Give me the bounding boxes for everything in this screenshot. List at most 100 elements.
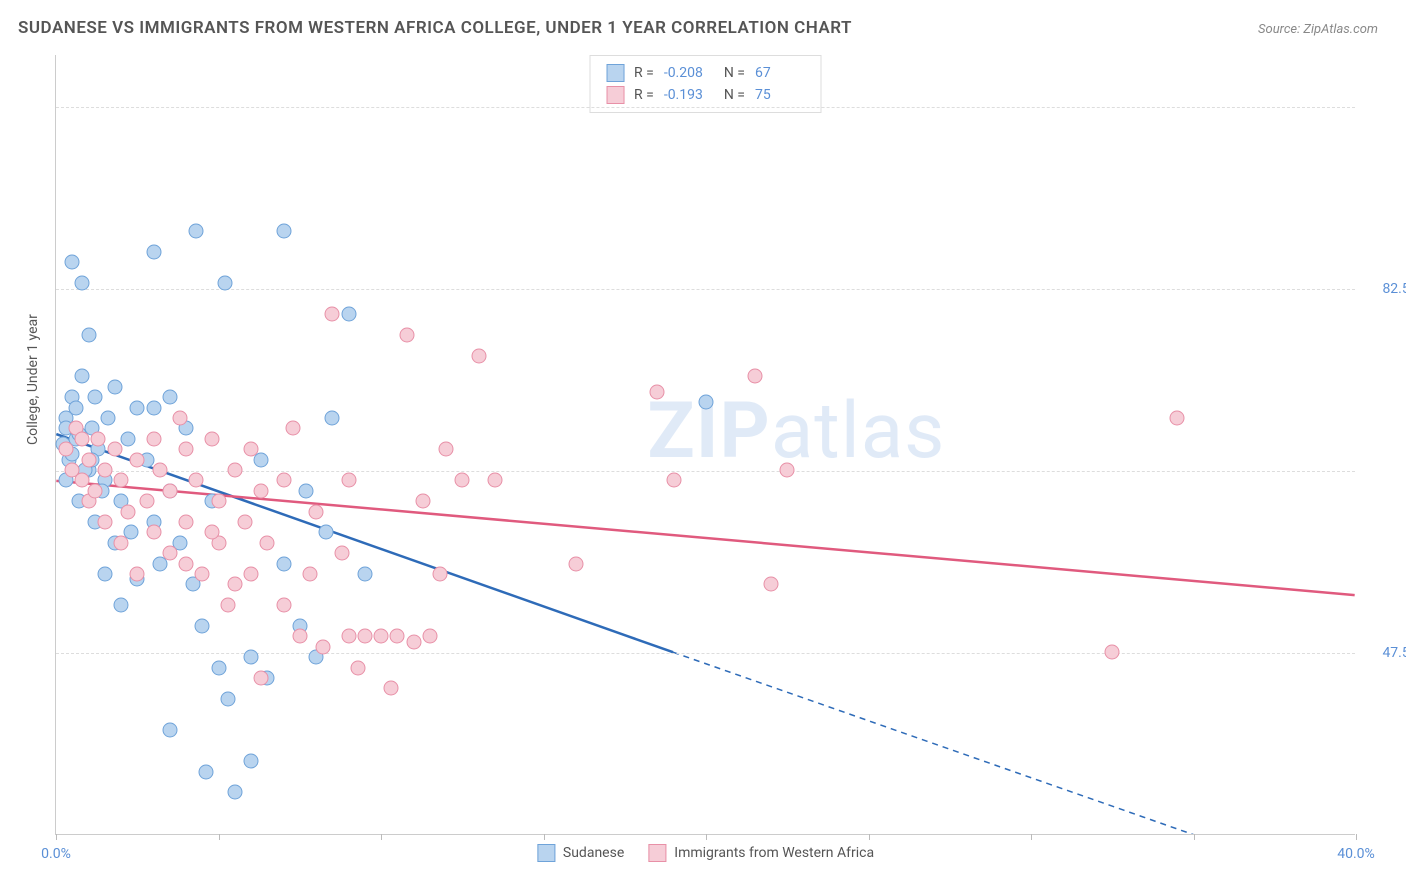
stat-r-label: R = bbox=[634, 84, 654, 106]
scatter-point bbox=[153, 463, 168, 478]
scatter-point bbox=[276, 223, 291, 238]
scatter-point bbox=[455, 473, 470, 488]
scatter-point bbox=[120, 431, 135, 446]
chart-title: SUDANESE VS IMMIGRANTS FROM WESTERN AFRI… bbox=[18, 18, 852, 38]
scatter-point bbox=[244, 567, 259, 582]
scatter-point bbox=[325, 307, 340, 322]
scatter-point bbox=[146, 431, 161, 446]
scatter-point bbox=[341, 473, 356, 488]
scatter-point bbox=[130, 567, 145, 582]
watermark: ZIPatlas bbox=[647, 385, 945, 476]
scatter-point bbox=[218, 275, 233, 290]
scatter-point bbox=[357, 629, 372, 644]
legend-swatch bbox=[606, 86, 624, 104]
scatter-point bbox=[227, 463, 242, 478]
scatter-point bbox=[374, 629, 389, 644]
scatter-point bbox=[75, 473, 90, 488]
series-legend-item: Sudanese bbox=[537, 844, 624, 862]
gridline-h bbox=[56, 471, 1355, 472]
y-tick-label: 47.5% bbox=[1382, 645, 1406, 661]
stat-r-label: R = bbox=[634, 62, 654, 84]
gridline-h bbox=[56, 107, 1355, 108]
scatter-point bbox=[107, 442, 122, 457]
scatter-point bbox=[276, 473, 291, 488]
scatter-point bbox=[439, 442, 454, 457]
scatter-point bbox=[75, 275, 90, 290]
stat-n-label: N = bbox=[724, 62, 745, 84]
scatter-point bbox=[341, 629, 356, 644]
scatter-point bbox=[188, 473, 203, 488]
x-tick bbox=[56, 834, 57, 840]
scatter-point bbox=[1105, 645, 1120, 660]
scatter-point bbox=[205, 431, 220, 446]
scatter-point bbox=[487, 473, 502, 488]
scatter-point bbox=[88, 390, 103, 405]
stat-n-value: 67 bbox=[755, 62, 805, 84]
scatter-point bbox=[302, 567, 317, 582]
scatter-point bbox=[211, 494, 226, 509]
scatter-point bbox=[120, 504, 135, 519]
scatter-point bbox=[91, 431, 106, 446]
scatter-point bbox=[299, 483, 314, 498]
scatter-point bbox=[130, 400, 145, 415]
scatter-point bbox=[276, 556, 291, 571]
x-tick bbox=[381, 834, 382, 840]
scatter-point bbox=[114, 598, 129, 613]
scatter-point bbox=[75, 369, 90, 384]
stat-r-value: -0.208 bbox=[664, 62, 714, 84]
scatter-point bbox=[146, 525, 161, 540]
scatter-point bbox=[1170, 411, 1185, 426]
series-legend-label: Sudanese bbox=[563, 845, 624, 861]
scatter-point bbox=[162, 546, 177, 561]
x-tick bbox=[219, 834, 220, 840]
x-tick bbox=[706, 834, 707, 840]
scatter-point bbox=[114, 535, 129, 550]
x-tick-label: 40.0% bbox=[1337, 846, 1375, 862]
scatter-point bbox=[244, 650, 259, 665]
scatter-point bbox=[162, 723, 177, 738]
scatter-point bbox=[97, 463, 112, 478]
scatter-point bbox=[747, 369, 762, 384]
scatter-point bbox=[276, 598, 291, 613]
watermark-light: atlas bbox=[771, 385, 946, 476]
scatter-point bbox=[198, 764, 213, 779]
series-legend-item: Immigrants from Western Africa bbox=[648, 844, 874, 862]
scatter-point bbox=[471, 348, 486, 363]
legend-swatch bbox=[537, 844, 555, 862]
scatter-point bbox=[666, 473, 681, 488]
scatter-point bbox=[341, 307, 356, 322]
scatter-point bbox=[253, 483, 268, 498]
scatter-point bbox=[179, 556, 194, 571]
scatter-point bbox=[101, 411, 116, 426]
scatter-point bbox=[88, 483, 103, 498]
scatter-point bbox=[140, 494, 155, 509]
scatter-point bbox=[260, 535, 275, 550]
x-tick bbox=[1031, 834, 1032, 840]
scatter-point bbox=[188, 223, 203, 238]
source-attribution: Source: ZipAtlas.com bbox=[1258, 22, 1378, 37]
regression-line-extrapolated bbox=[673, 652, 1355, 834]
scatter-point bbox=[315, 639, 330, 654]
scatter-point bbox=[325, 411, 340, 426]
scatter-point bbox=[227, 785, 242, 800]
x-tick-label: 0.0% bbox=[41, 846, 71, 862]
scatter-point bbox=[244, 754, 259, 769]
scatter-point bbox=[221, 691, 236, 706]
scatter-point bbox=[400, 327, 415, 342]
scatter-point bbox=[114, 473, 129, 488]
scatter-point bbox=[107, 379, 122, 394]
series-legend-label: Immigrants from Western Africa bbox=[674, 845, 874, 861]
x-tick bbox=[1194, 834, 1195, 840]
scatter-point bbox=[97, 515, 112, 530]
scatter-point bbox=[237, 515, 252, 530]
scatter-point bbox=[318, 525, 333, 540]
scatter-point bbox=[75, 431, 90, 446]
scatter-point bbox=[162, 483, 177, 498]
stat-r-value: -0.193 bbox=[664, 84, 714, 106]
scatter-point bbox=[569, 556, 584, 571]
scatter-point bbox=[292, 629, 307, 644]
scatter-point bbox=[97, 567, 112, 582]
scatter-point bbox=[146, 400, 161, 415]
plot-area: ZIPatlas R =-0.208N =67R =-0.193N =75 Su… bbox=[55, 55, 1355, 835]
scatter-point bbox=[253, 671, 268, 686]
